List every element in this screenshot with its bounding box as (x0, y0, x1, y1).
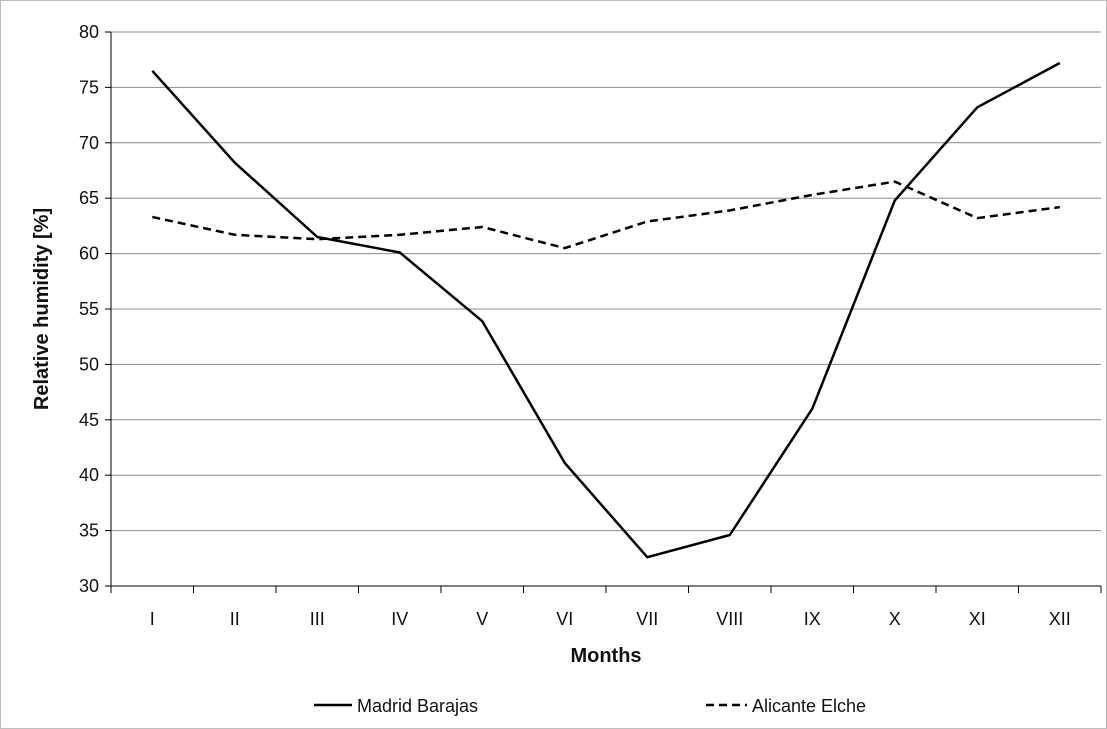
x-tick-label-II: II (230, 609, 240, 629)
y-tick-label-55: 55 (79, 299, 99, 319)
y-tick-label-75: 75 (79, 77, 99, 97)
y-tick-label-35: 35 (79, 521, 99, 541)
x-tick-label-VI: VI (556, 609, 573, 629)
y-tick-label-40: 40 (79, 465, 99, 485)
x-tick-label-VIII: VIII (716, 609, 743, 629)
x-tick-label-I: I (150, 609, 155, 629)
legend: Madrid Barajas Alicante Elche (314, 696, 866, 716)
x-tick-label-V: V (476, 609, 488, 629)
x-tick-label-IV: IV (391, 609, 408, 629)
legend-label-alicante-elche: Alicante Elche (752, 696, 866, 716)
y-tick-label-65: 65 (79, 188, 99, 208)
series-line-madrid-barajas (151, 61, 1061, 559)
grid-layer (111, 31, 1101, 532)
y-tick-label-45: 45 (79, 410, 99, 430)
x-tick-label-X: X (889, 609, 901, 629)
x-tick-label-IX: IX (804, 609, 821, 629)
y-tick-label-80: 80 (79, 22, 99, 42)
x-axis-title: Months (570, 645, 641, 667)
y-tick-label-50: 50 (79, 354, 99, 374)
series-line-alicante-elche (152, 180, 1060, 250)
x-tick-label-XII: XII (1049, 609, 1071, 629)
y-tick-label-30: 30 (79, 576, 99, 596)
x-tick-label-VII: VII (636, 609, 658, 629)
x-tick-label-XI: XI (969, 609, 986, 629)
series-layer (151, 61, 1061, 559)
y-axis-title: Relative humidity [%] (31, 208, 53, 410)
legend-label-madrid-barajas: Madrid Barajas (357, 696, 478, 716)
y-tick-label-70: 70 (79, 133, 99, 153)
x-tick-label-III: III (310, 609, 325, 629)
y-tick-label-60: 60 (79, 244, 99, 264)
